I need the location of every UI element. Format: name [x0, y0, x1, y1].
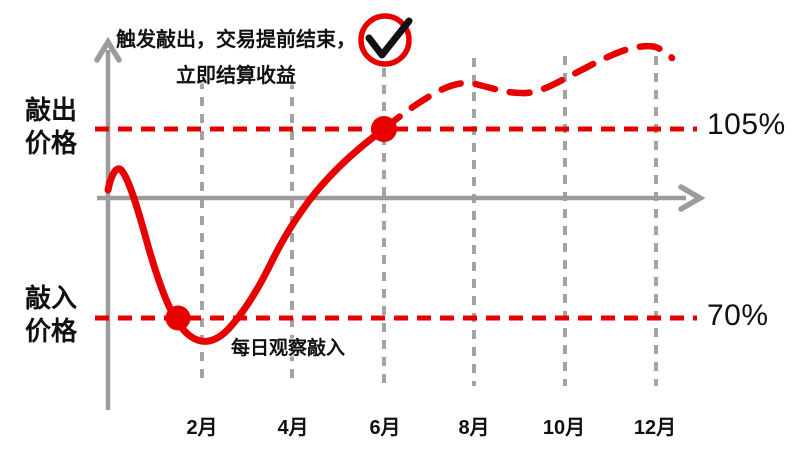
check-circle-icon — [358, 13, 413, 67]
knock-out-marker — [371, 116, 397, 142]
axes — [94, 36, 706, 410]
daily-observe-note: 每日观察敲入 — [231, 338, 346, 359]
x-tick-oct: 10月 — [542, 417, 586, 439]
x-tick-feb: 2月 — [186, 417, 218, 439]
x-tick-jun: 6月 — [369, 417, 401, 439]
knock-in-level-value: 70% — [707, 299, 769, 332]
knock-out-price-label: 敲出 价格 — [24, 95, 77, 158]
price-curve-dashed — [380, 42, 676, 133]
knock-in-marker — [165, 305, 191, 331]
knock-out-level-value: 105% — [707, 108, 786, 141]
x-tick-aug: 8月 — [458, 417, 490, 439]
x-tick-dec: 12月 — [633, 417, 677, 439]
price-curve-solid — [104, 125, 388, 345]
knock-in-price-label: 敲入 价格 — [24, 283, 77, 346]
y-axis-arrow-icon — [94, 36, 122, 63]
annotation-line-1: 触发敲出，交易提前结束， — [116, 29, 356, 51]
knock-out-annotation: 触发敲出，交易提前结束， 立即结算收益 — [103, 22, 369, 94]
x-tick-apr: 4月 — [277, 417, 309, 439]
x-axis-arrow-icon — [678, 184, 706, 212]
annotation-line-2: 立即结算收益 — [176, 65, 296, 87]
